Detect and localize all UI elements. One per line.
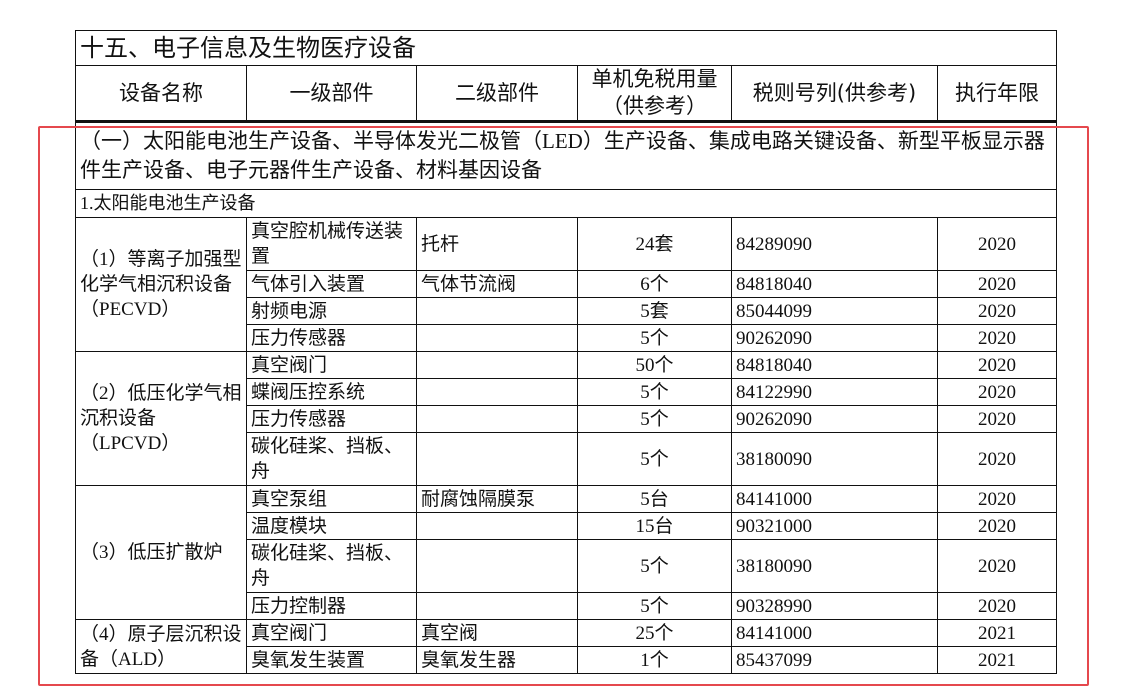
tariff-code-cell: 90262090 (731, 405, 938, 433)
primary-part-cell: 碳化硅桨、挡板、舟 (246, 539, 417, 593)
tariff-code-cell: 84141000 (731, 619, 938, 647)
primary-part-cell: 压力传感器 (246, 405, 417, 433)
subsection-heading: 1.太阳能电池生产设备 (75, 189, 1057, 218)
secondary-part-cell: 臭氧发生器 (416, 646, 578, 674)
primary-part-cell: 压力传感器 (246, 324, 417, 352)
table-row: （4）原子层沉积设备（ALD） 真空阀门 真空阀 25个 84141000 2021 (75, 619, 1057, 674)
quantity-cell: 25个 (577, 619, 732, 647)
year-cell: 2020 (937, 351, 1057, 379)
primary-part-cell: 真空阀门 (246, 351, 417, 379)
table-row: （3）低压扩散炉 真空泵组 耐腐蚀隔膜泵 5台 84141000 2020 (75, 485, 1057, 620)
tariff-code-cell: 84289090 (731, 217, 938, 271)
secondary-part-cell (416, 539, 578, 593)
tariff-code-cell: 90328990 (731, 592, 938, 620)
secondary-part-cell: 真空阀 (416, 619, 578, 647)
table-row: 碳化硅桨、挡板、舟 5个 38180090 2020 (76, 432, 1057, 486)
header-cell: 执行年限 (937, 65, 1057, 122)
year-cell: 2020 (937, 432, 1057, 486)
primary-part-cell: 温度模块 (246, 512, 417, 540)
tariff-code-cell: 90262090 (731, 324, 938, 352)
tariff-code-cell: 85437099 (731, 646, 938, 674)
device-name-cell: （1）等离子加强型化学气相沉积设备（PECVD） (75, 217, 247, 352)
header-cell: 税则号列(供参考) (731, 65, 938, 122)
table-row: 压力传感器 5个 90262090 2020 (76, 324, 1057, 352)
quantity-cell: 24套 (577, 217, 732, 271)
table-row: 压力控制器 5个 90328990 2020 (76, 592, 1057, 620)
secondary-part-cell: 气体节流阀 (416, 270, 578, 298)
header-cell: 单机免税用量（供参考） (577, 65, 732, 122)
year-cell: 2020 (937, 217, 1057, 271)
quantity-cell: 5个 (577, 432, 732, 486)
secondary-part-cell (416, 432, 578, 486)
secondary-part-cell: 托杆 (416, 217, 578, 271)
table-title: 十五、电子信息及生物医疗设备 (75, 30, 1057, 66)
tariff-code-cell: 38180090 (731, 432, 938, 486)
secondary-part-cell (416, 512, 578, 540)
table-row: 气体引入装置 气体节流阀 6个 84818040 2020 (76, 270, 1057, 298)
quantity-cell: 50个 (577, 351, 732, 379)
quantity-cell: 1个 (577, 646, 732, 674)
table-row: 压力传感器 5个 90262090 2020 (76, 405, 1057, 433)
primary-part-cell: 真空阀门 (246, 619, 417, 647)
secondary-part-cell (416, 324, 578, 352)
quantity-cell: 5个 (577, 378, 732, 406)
year-cell: 2020 (937, 592, 1057, 620)
header-cell: 一级部件 (246, 65, 417, 122)
header-row: 设备名称 一级部件 二级部件 单机免税用量（供参考） 税则号列(供参考) 执行年… (75, 65, 1057, 122)
year-cell: 2020 (937, 405, 1057, 433)
primary-part-cell: 气体引入装置 (246, 270, 417, 298)
primary-part-cell: 臭氧发生装置 (246, 646, 417, 674)
year-cell: 2021 (937, 619, 1057, 647)
device-name-cell: （2）低压化学气相沉积设备（LPCVD） (75, 351, 247, 486)
equipment-table: 十五、电子信息及生物医疗设备 设备名称 一级部件 二级部件 单机免税用量（供参考… (75, 30, 1057, 674)
primary-part-cell: 蝶阀压控系统 (246, 378, 417, 406)
device-name-cell: （3）低压扩散炉 (75, 485, 247, 620)
header-cell: 设备名称 (75, 65, 247, 122)
year-cell: 2020 (937, 512, 1057, 540)
primary-part-cell: 真空腔机械传送装置 (246, 217, 417, 271)
primary-part-cell: 压力控制器 (246, 592, 417, 620)
tariff-code-cell: 85044099 (731, 297, 938, 325)
secondary-part-cell (416, 378, 578, 406)
quantity-cell: 5个 (577, 324, 732, 352)
tariff-code-cell: 84141000 (731, 485, 938, 513)
secondary-part-cell (416, 592, 578, 620)
quantity-cell: 15台 (577, 512, 732, 540)
quantity-cell: 5台 (577, 485, 732, 513)
quantity-cell: 5个 (577, 592, 732, 620)
section-heading: （一）太阳能电池生产设备、半导体发光二极管（LED）生产设备、集成电路关键设备、… (75, 121, 1057, 190)
quantity-cell: 5套 (577, 297, 732, 325)
tariff-code-cell: 90321000 (731, 512, 938, 540)
year-cell: 2020 (937, 297, 1057, 325)
primary-part-cell: 射频电源 (246, 297, 417, 325)
tariff-code-cell: 84818040 (731, 270, 938, 298)
secondary-part-cell (416, 351, 578, 379)
header-cell: 二级部件 (416, 65, 578, 122)
primary-part-cell: 真空泵组 (246, 485, 417, 513)
secondary-part-cell (416, 405, 578, 433)
table-row: （1）等离子加强型化学气相沉积设备（PECVD） 真空腔机械传送装置 托杆 24套 84… (75, 217, 1057, 352)
secondary-part-cell (416, 297, 578, 325)
year-cell: 2021 (937, 646, 1057, 674)
year-cell: 2020 (937, 378, 1057, 406)
quantity-cell: 5个 (577, 539, 732, 593)
table-row: 臭氧发生装置 臭氧发生器 1个 85437099 2021 (76, 646, 1057, 674)
primary-part-cell: 碳化硅桨、挡板、舟 (246, 432, 417, 486)
table-row: （2）低压化学气相沉积设备（LPCVD） 真空阀门 50个 84818040 2020 (75, 351, 1057, 486)
tariff-code-cell: 38180090 (731, 539, 938, 593)
device-name-cell: （4）原子层沉积设备（ALD） (75, 619, 247, 674)
quantity-cell: 5个 (577, 405, 732, 433)
table-row: 温度模块 15台 90321000 2020 (76, 512, 1057, 540)
year-cell: 2020 (937, 324, 1057, 352)
tariff-code-cell: 84818040 (731, 351, 938, 379)
table-row: 射频电源 5套 85044099 2020 (76, 297, 1057, 325)
year-cell: 2020 (937, 539, 1057, 593)
quantity-cell: 6个 (577, 270, 732, 298)
year-cell: 2020 (937, 485, 1057, 513)
secondary-part-cell: 耐腐蚀隔膜泵 (416, 485, 578, 513)
tariff-code-cell: 84122990 (731, 378, 938, 406)
year-cell: 2020 (937, 270, 1057, 298)
